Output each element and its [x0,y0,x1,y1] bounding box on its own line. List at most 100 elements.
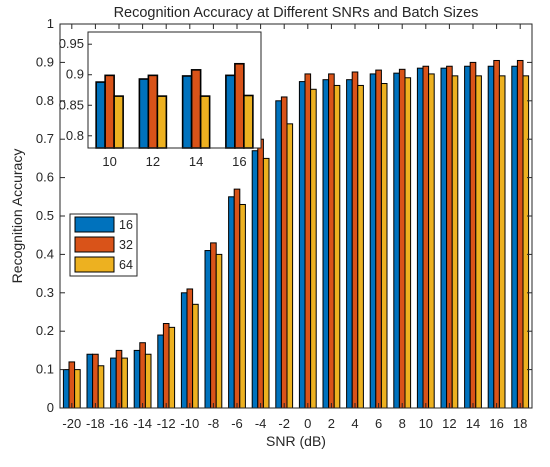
bar-64-snr-16 [498,75,506,409]
bar-16-snr-14 [464,65,471,409]
inset-x-tick-label: 14 [189,154,203,169]
bar-32-snr--4 [257,138,264,409]
bar-32-snr--6 [233,188,241,409]
bar-16-snr--8 [204,250,212,409]
inset-y-tick-label: 0.95 [59,36,84,51]
bar-32-snr-8 [398,68,406,409]
inset-bar-16-snr-14 [181,75,193,149]
y-tick-label: 0.8 [36,93,54,108]
inset-bar-32-snr-12 [147,74,159,149]
inset-bar-16-snr-10 [95,81,106,149]
x-tick-label: -16 [110,416,129,431]
bar-16-snr-12 [440,67,448,409]
bar-64-snr-0 [310,88,317,409]
bar-32-snr-0 [304,73,312,409]
bar-32-snr--20 [68,361,76,409]
bar-16-snr-0 [298,81,306,409]
y-tick-label: 0.2 [36,323,54,338]
y-tick-label: 1 [47,16,54,31]
legend-label-32: 32 [119,238,133,252]
bar-16-snr-16 [487,65,495,409]
x-tick-label: -2 [278,416,290,431]
inset-x-tick-label: 12 [146,154,160,169]
y-tick-label: 0 [47,400,54,415]
x-tick-label: -10 [180,416,199,431]
y-tick-label: 0.1 [36,362,54,377]
legend-label-16: 16 [119,218,133,232]
legend-label-64: 64 [119,258,133,272]
bar-64-snr-18 [522,75,530,409]
bar-32-snr-2 [328,73,335,409]
bar-32-snr--14 [139,342,146,409]
bar-16-snr-2 [322,79,330,409]
inset-x-tick-label: 16 [232,154,246,169]
bar-16-snr--14 [133,349,141,409]
bar-16-snr--18 [86,353,94,409]
inset-y-tick-label: 0.9 [66,67,84,82]
bar-64-snr-12 [451,75,459,409]
y-axis-label: Recognition Accuracy [9,149,25,284]
y-tick-label: 0.9 [36,54,54,69]
inset-frame [87,31,262,149]
inset-bar-32-snr-10 [104,74,115,149]
bar-16-snr--2 [275,100,282,409]
bar-32-snr-18 [516,59,524,409]
bar-64-snr--18 [97,365,105,409]
x-tick-label: 14 [466,416,480,431]
bar-64-snr--20 [74,369,81,409]
main-plot: 00.10.20.30.40.50.60.70.80.91-20 -18 -16 -1… [36,16,533,431]
bar-32-snr--8 [210,242,217,409]
x-tick-label: 6 [375,416,382,431]
x-tick-label: -6 [231,416,243,431]
inset-y-tick-label: 0.85 [59,97,84,112]
x-tick-label: 18 [513,416,527,431]
x-tick-label: 10 [419,416,433,431]
x-tick-label: -8 [208,416,220,431]
x-tick-label: 8 [399,416,406,431]
bar-64-snr--12 [168,326,176,409]
bar-64-snr--6 [239,203,246,409]
x-tick-label: 12 [442,416,456,431]
bar-64-snr--8 [215,253,223,409]
bar-32-snr-12 [446,65,453,409]
bar-32-snr-16 [493,59,500,409]
bar-64-snr--14 [144,353,152,409]
x-axis-label: SNR (dB) [266,433,326,449]
bar-16-snr-8 [393,72,400,409]
x-tick-label: -4 [255,416,267,431]
y-tick-label: 0.5 [36,208,54,223]
bar-32-snr--12 [162,323,170,409]
bar-64-snr-2 [333,84,341,409]
bar-32-snr-10 [422,65,430,409]
y-tick-label: 0.7 [36,131,54,146]
legend: 16 32 64 [69,213,138,277]
x-tick-label: -12 [157,416,176,431]
inset-y-tick-label: 0.8 [66,128,84,143]
bar-32-snr--16 [115,349,123,409]
inset-bar-64-snr-12 [156,95,168,149]
inset-bar-16-snr-12 [138,78,150,149]
bar-16-snr--6 [228,196,235,409]
chart-title: Recognition Accuracy at Different SNRs a… [114,5,479,21]
legend-swatch-16 [74,216,115,233]
bar-64-snr-10 [428,73,435,409]
bar-16-snr--4 [251,150,259,409]
bar-16-snr-18 [511,65,518,409]
bar-64-snr--10 [192,303,199,409]
bar-32-snr-14 [469,61,477,409]
inset-bar-32-snr-14 [190,69,202,149]
inset-bar-64-snr-16 [243,94,254,149]
inset-bar-64-snr-14 [199,95,211,149]
bar-16-snr--20 [62,369,70,409]
bar-16-snr-6 [369,73,377,409]
bar-64-snr--16 [121,357,128,409]
inset-bar-16-snr-16 [225,74,236,149]
x-tick-label: -18 [86,416,105,431]
x-tick-label: 16 [489,416,503,431]
x-tick-label: 2 [328,416,335,431]
x-tick-label: -20 [62,416,81,431]
bar-64-snr--2 [286,123,294,409]
bar-16-snr-10 [416,67,424,409]
